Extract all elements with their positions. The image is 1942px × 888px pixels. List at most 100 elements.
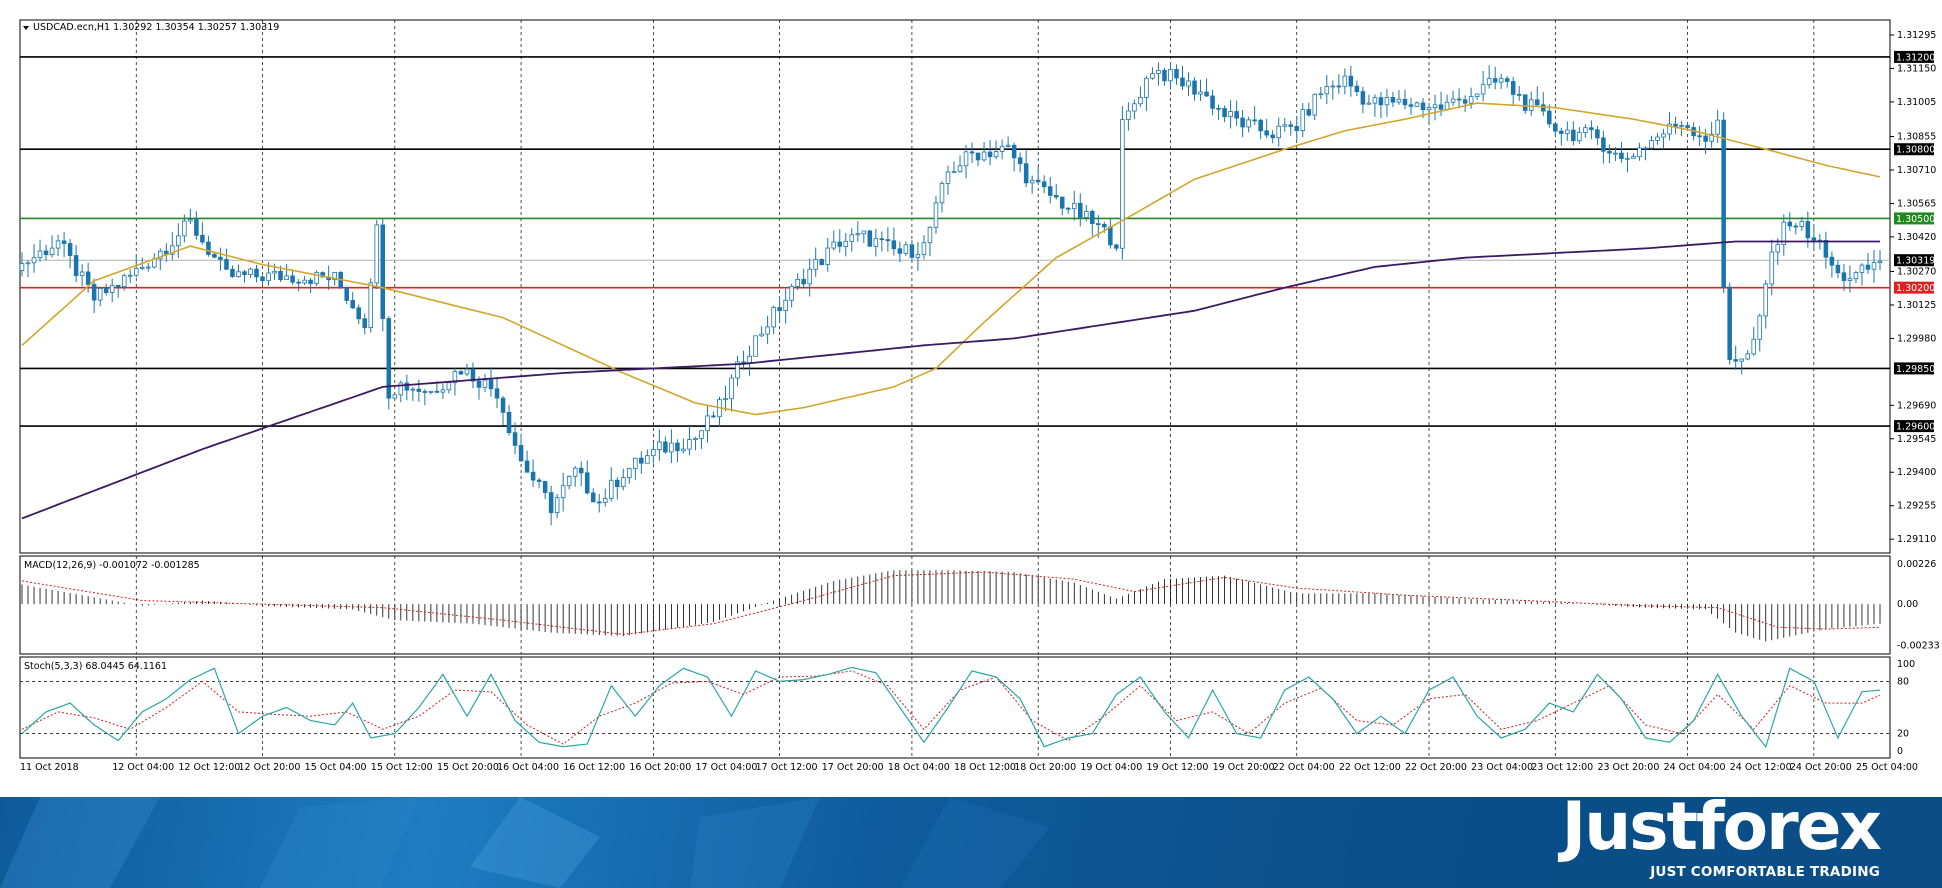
symbol-header[interactable]: USDCAD.ecn,H1 1.30292 1.30354 1.30257 1.…	[23, 22, 279, 33]
y-tick-label: 1.30125	[1897, 300, 1936, 311]
brand-tagline: JUST COMFORTABLE TRADING	[1650, 864, 1880, 880]
candle-body	[1601, 137, 1606, 152]
candle-body	[43, 250, 49, 255]
y-tick-label: 1.30855	[1897, 132, 1936, 143]
candle-body	[759, 333, 764, 337]
candle-body	[1078, 202, 1083, 218]
price-panel[interactable]: 1.31295 1.31150 1.31005 1.30855 1.30710 1.305…	[19, 19, 1936, 554]
candle-body	[206, 241, 211, 255]
candle-body	[1781, 221, 1787, 245]
trading-chart[interactable]: 1.31295 1.31150 1.31005 1.30855 1.30710 1.305…	[0, 0, 1942, 797]
x-tick-label: 18 Oct 04:00	[888, 762, 950, 773]
candle-body	[1703, 135, 1708, 142]
candle-body	[1835, 264, 1841, 274]
candle-body	[1414, 102, 1420, 107]
candle-body	[1108, 226, 1113, 246]
candle-body	[242, 271, 247, 275]
x-tick-label: 12 Oct 04:00	[112, 762, 174, 773]
x-tick-label: 12 Oct 12:00	[178, 762, 240, 773]
candle-body	[627, 468, 632, 479]
candle-body	[404, 382, 410, 391]
collapse-triangle-icon[interactable]	[23, 26, 29, 30]
candle-body	[687, 439, 692, 450]
candle-body	[1553, 123, 1558, 132]
candle-body	[885, 239, 891, 242]
x-tick-label: 16 Oct 12:00	[563, 762, 625, 773]
candle-body	[1534, 99, 1540, 106]
candle-body	[200, 234, 205, 243]
candle-body	[1348, 75, 1354, 87]
candle-body	[1715, 119, 1720, 135]
candle-body	[1096, 223, 1101, 226]
candle-body	[182, 220, 187, 237]
candle-body	[1276, 125, 1281, 139]
candle-body	[308, 279, 313, 284]
candle-body	[621, 477, 626, 487]
candle-body	[1775, 244, 1781, 253]
stochastic-panel[interactable]: 100 80 20 0	[19, 656, 1915, 759]
candle-body	[879, 238, 885, 241]
candle-body	[1330, 85, 1336, 88]
candle-body	[103, 288, 109, 293]
x-tick-label: 23 Oct 20:00	[1597, 762, 1659, 773]
candle-body	[705, 415, 710, 432]
candle-body	[1643, 147, 1648, 150]
candle-body	[1150, 73, 1155, 79]
candle-body	[909, 244, 915, 258]
candle-body	[1667, 123, 1672, 135]
candle-body	[639, 457, 644, 464]
x-tick-label: 24 Oct 12:00	[1730, 762, 1792, 773]
y-tick-label: 1.29980	[1897, 333, 1936, 344]
candle-body	[1318, 93, 1324, 96]
candle-body	[1029, 179, 1035, 184]
candle-body	[248, 268, 253, 275]
y-tick-label: 1.30565	[1897, 198, 1936, 209]
candle-body	[825, 247, 831, 265]
candle-body	[524, 460, 530, 473]
candle-body	[512, 432, 518, 446]
candle-body	[31, 257, 37, 264]
y-tick-label: 1.29400	[1897, 467, 1936, 478]
candle-body	[1438, 104, 1444, 110]
candle-body	[1378, 97, 1384, 106]
candle-body	[1565, 129, 1570, 134]
x-tick-label: 19 Oct 20:00	[1213, 762, 1275, 773]
candle-body	[873, 238, 879, 247]
candle-body	[699, 430, 704, 439]
candle-body	[1721, 119, 1726, 288]
candle-body	[500, 397, 506, 413]
candle-body	[398, 382, 404, 396]
candle-body	[464, 368, 470, 375]
candle-body	[1306, 109, 1312, 116]
candle-body	[260, 276, 265, 282]
candle-body	[1084, 210, 1089, 218]
candle-body	[1396, 98, 1402, 103]
candle-body	[1859, 264, 1865, 273]
candle-body	[657, 441, 662, 450]
candle-body	[843, 240, 849, 247]
candle-body	[771, 307, 776, 328]
candle-body	[1090, 210, 1095, 225]
candle-body	[596, 501, 602, 504]
candle-body	[1168, 69, 1173, 82]
candle-body	[1751, 338, 1756, 355]
candle-body	[849, 234, 855, 242]
y-tick-label: 1.29110	[1897, 534, 1936, 545]
candle-body	[458, 371, 464, 375]
candle-body	[476, 380, 482, 388]
candle-body	[1547, 110, 1552, 125]
candle-body	[1132, 103, 1137, 112]
candle-body	[314, 272, 319, 284]
candle-body	[1733, 359, 1738, 362]
candle-body	[1673, 123, 1678, 127]
candle-body	[1799, 221, 1805, 227]
panel-frame	[19, 555, 1891, 655]
time-axis: 11 Oct 2018 12 Oct 04:00 12 Oct 12:0012 Oc…	[20, 762, 1918, 773]
candle-body	[675, 442, 680, 452]
ma-slow-line	[21, 240, 1880, 520]
candle-body	[296, 281, 301, 284]
macd-panel[interactable]: 0.00226 0.00 -0.00233	[19, 555, 1940, 655]
candle-body	[1865, 264, 1871, 270]
candle-body	[1685, 125, 1690, 128]
candle-body	[1354, 85, 1360, 92]
